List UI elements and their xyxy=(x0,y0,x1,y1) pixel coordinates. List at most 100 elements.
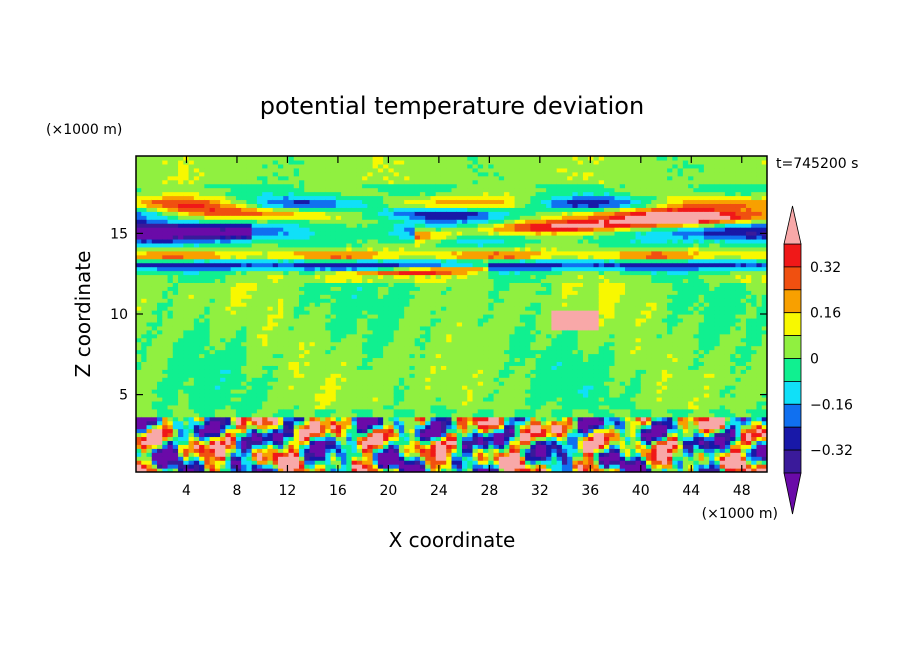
field-cell xyxy=(435,191,442,197)
field-cell xyxy=(199,215,205,220)
field-cell xyxy=(356,448,363,453)
field-cell xyxy=(351,460,358,465)
field-cell xyxy=(335,420,342,426)
field-cell xyxy=(446,163,453,169)
field-cell xyxy=(414,246,421,252)
field-cell xyxy=(430,377,437,382)
field-cell xyxy=(425,468,432,472)
field-cell xyxy=(398,250,405,256)
field-cell xyxy=(435,341,442,347)
field-cell xyxy=(356,246,363,252)
field-cell xyxy=(456,159,463,165)
field-cell xyxy=(362,317,368,323)
field-cell xyxy=(383,412,389,418)
field-cell xyxy=(225,440,232,445)
field-cell xyxy=(314,175,321,181)
field-cell xyxy=(356,456,363,461)
field-cell xyxy=(446,389,453,394)
field-cell xyxy=(325,246,332,252)
field-cell xyxy=(262,163,269,169)
field-cell xyxy=(314,452,321,457)
field-cell xyxy=(304,464,311,469)
field-cell xyxy=(451,310,458,315)
field-cell xyxy=(377,341,384,347)
field-cell xyxy=(414,428,421,434)
field-cell xyxy=(193,432,200,438)
field-cell xyxy=(230,404,237,410)
field-cell xyxy=(267,175,274,181)
field-cell xyxy=(167,404,174,410)
field-cell xyxy=(341,452,347,457)
field-cell xyxy=(440,250,447,256)
field-cell xyxy=(404,432,411,438)
field-cell xyxy=(293,385,300,390)
field-cell xyxy=(430,306,437,311)
field-cell xyxy=(225,167,232,173)
field-cell xyxy=(440,266,447,272)
field-cell xyxy=(220,452,226,457)
field-cell xyxy=(351,440,358,445)
field-cell xyxy=(335,219,342,224)
field-cell xyxy=(162,227,169,232)
field-cell xyxy=(346,159,353,165)
field-cell xyxy=(346,227,353,232)
field-cell xyxy=(383,310,389,315)
field-cell xyxy=(372,317,379,323)
field-cell xyxy=(446,337,453,343)
field-cell xyxy=(320,400,326,406)
field-cell xyxy=(320,219,326,224)
field-cell xyxy=(325,365,332,370)
field-cell xyxy=(462,468,468,472)
field-cell xyxy=(419,278,426,283)
field-cell xyxy=(372,325,379,331)
field-cell xyxy=(372,440,379,445)
field-cell xyxy=(288,302,295,307)
field-cell xyxy=(288,349,295,355)
field-cell xyxy=(304,156,311,161)
field-cell xyxy=(214,428,221,434)
field-cell xyxy=(209,156,216,161)
field-cell xyxy=(277,357,284,362)
field-cell xyxy=(256,333,263,339)
field-cell xyxy=(414,286,421,291)
field-cell xyxy=(235,444,242,449)
field-cell xyxy=(230,341,237,347)
field-cell xyxy=(388,432,395,438)
field-cell xyxy=(451,270,458,276)
field-cell xyxy=(377,317,384,323)
field-cell xyxy=(393,424,400,430)
field-cell xyxy=(151,207,158,212)
field-cell xyxy=(220,361,226,366)
field-cell xyxy=(151,270,158,276)
field-cell xyxy=(256,420,263,426)
field-cell xyxy=(199,191,205,197)
field-cell xyxy=(235,377,242,382)
field-cell xyxy=(230,396,237,402)
field-cell xyxy=(157,231,163,236)
field-cell xyxy=(293,381,300,386)
field-cell xyxy=(230,317,237,323)
field-cell xyxy=(256,345,263,351)
field-cell xyxy=(346,278,353,283)
field-cell xyxy=(188,270,195,276)
field-cell xyxy=(314,464,321,469)
field-cell xyxy=(372,377,379,382)
field-cell xyxy=(167,294,174,299)
field-cell xyxy=(188,408,195,414)
field-cell xyxy=(372,195,379,201)
field-cell xyxy=(356,337,363,343)
field-cell xyxy=(157,167,163,173)
field-cell xyxy=(356,468,363,472)
field-cell xyxy=(451,175,458,181)
field-cell xyxy=(320,424,326,430)
field-cell xyxy=(314,460,321,465)
field-cell xyxy=(235,420,242,426)
field-cell xyxy=(456,175,463,181)
field-cell xyxy=(146,203,153,208)
field-cell xyxy=(193,369,200,374)
field-cell xyxy=(435,246,442,252)
field-cell xyxy=(356,345,363,351)
field-cell xyxy=(346,460,353,465)
field-cell xyxy=(162,195,169,201)
field-cell xyxy=(309,242,316,248)
